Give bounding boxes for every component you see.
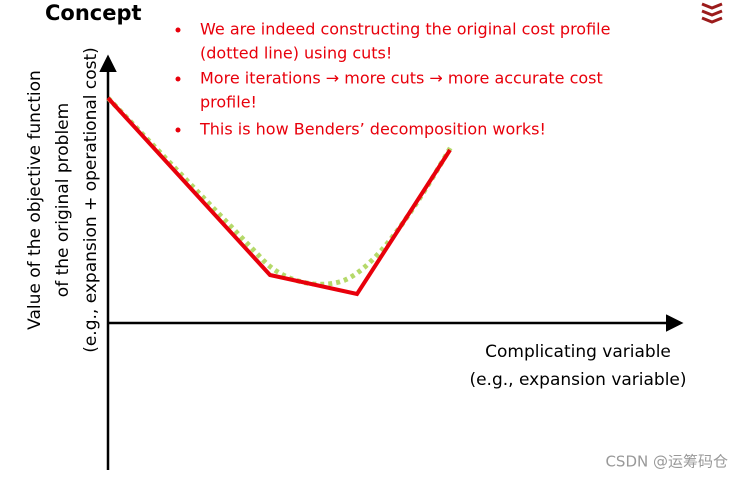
bullet-text: We are indeed constructing the original …: [200, 20, 610, 39]
title: Concept: [45, 1, 142, 25]
bullet-dot: [175, 76, 181, 82]
logo: [701, 2, 723, 24]
watermark: CSDN @运筹码仓: [605, 453, 728, 471]
bullet-dot: [175, 127, 181, 133]
y-axis-label-line: Value of the objective function: [25, 70, 45, 330]
bullet-text: (dotted line) using cuts!: [200, 44, 392, 63]
bullet-text: More iterations → more cuts → more accur…: [200, 69, 603, 88]
y-axis-label-line: (e.g., expansion + operational cost): [81, 47, 101, 353]
y-axis-label-line: of the original problem: [53, 103, 73, 297]
bullet-text: profile!: [200, 93, 257, 112]
x-axis-label-line: Complicating variable: [485, 342, 671, 362]
bullet-dot: [175, 27, 181, 33]
bullet-text: This is how Benders’ decomposition works…: [199, 120, 546, 139]
x-axis-label-line: (e.g., expansion variable): [469, 370, 686, 390]
y-axis-label: Value of the objective function of the o…: [25, 47, 101, 353]
cuts-profile: [106, 96, 452, 297]
bullet-list: We are indeed constructing the original …: [175, 20, 610, 139]
